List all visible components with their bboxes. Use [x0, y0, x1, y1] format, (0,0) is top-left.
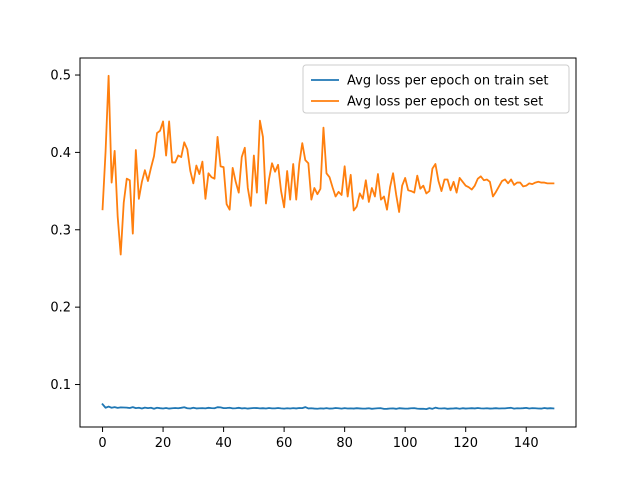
plot-frame [79, 57, 577, 428]
x-tick-label: 100 [393, 436, 418, 451]
plot-area [80, 58, 576, 427]
x-tick-label: 120 [453, 436, 478, 451]
series-layer [101, 74, 555, 411]
y-tick-label: 0.3 [50, 223, 71, 238]
series-line-0 [101, 402, 555, 411]
legend-label-1: Avg loss per epoch on test set [347, 95, 543, 110]
x-tick-label: 140 [514, 436, 539, 451]
y-tick-label: 0.1 [50, 378, 71, 393]
x-tick-label: 40 [215, 436, 232, 451]
legend-box [302, 64, 570, 114]
x-tick-label: 80 [336, 436, 353, 451]
legend: Avg loss per epoch on train set Avg loss … [302, 64, 570, 114]
series-line-1 [101, 74, 555, 256]
x-axis: 0 20 40 60 80 100 120 140 [98, 427, 539, 451]
x-tick-label: 20 [155, 436, 172, 451]
y-axis: 0.1 0.2 0.3 0.4 0.5 [50, 69, 80, 393]
y-tick-label: 0.5 [50, 69, 71, 84]
y-tick-label: 0.2 [50, 301, 71, 316]
x-tick-label: 0 [98, 436, 106, 451]
x-tick-label: 60 [276, 436, 293, 451]
legend-label-0: Avg loss per epoch on train set [347, 74, 549, 89]
y-tick-label: 0.4 [50, 146, 71, 161]
